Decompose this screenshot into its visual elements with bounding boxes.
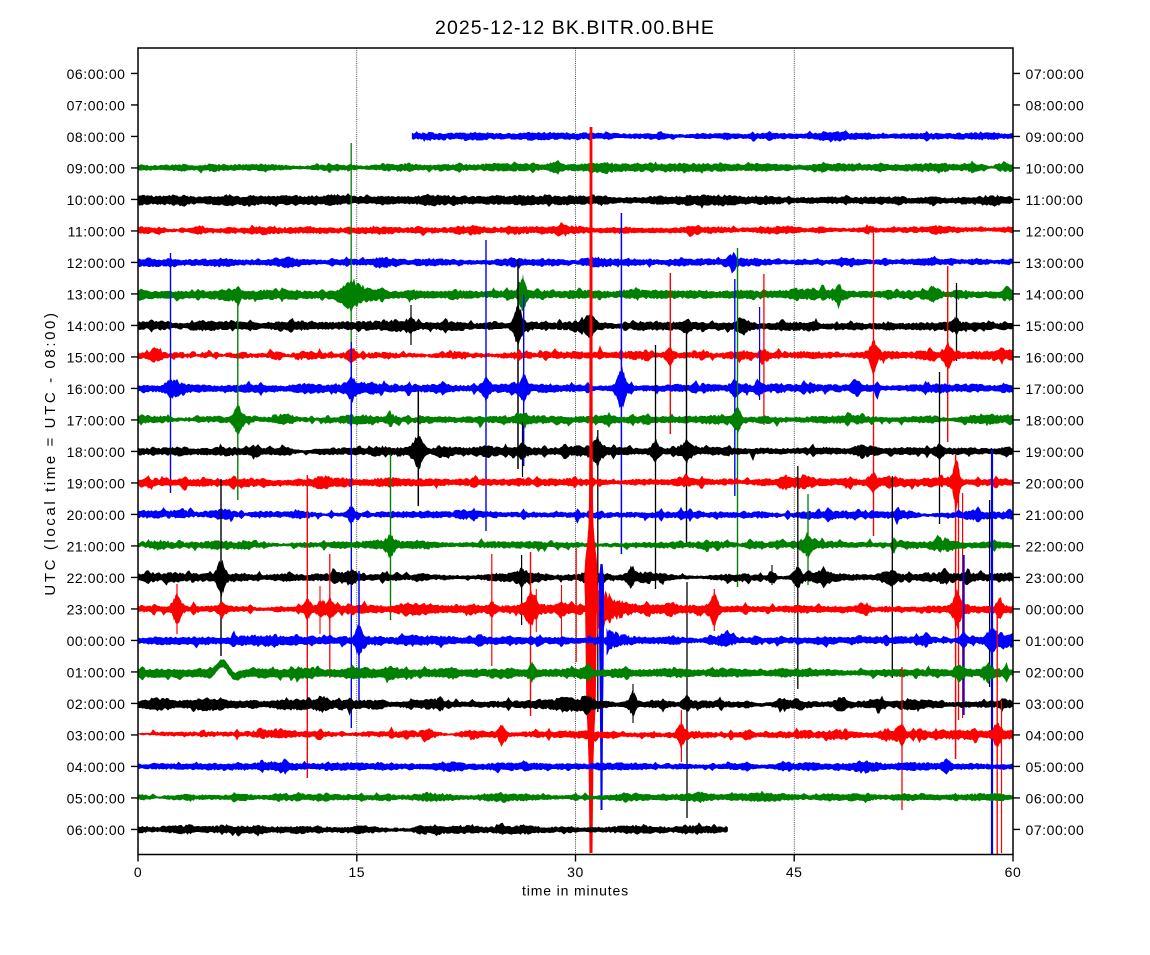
svg-text:02:00:00: 02:00:00: [67, 696, 126, 712]
svg-text:08:00:00: 08:00:00: [1026, 98, 1085, 114]
svg-text:07:00:00: 07:00:00: [1026, 822, 1085, 838]
svg-text:13:00:00: 13:00:00: [67, 287, 126, 303]
svg-text:05:00:00: 05:00:00: [67, 791, 126, 807]
svg-text:10:00:00: 10:00:00: [1026, 161, 1085, 177]
svg-text:17:00:00: 17:00:00: [1026, 381, 1085, 397]
svg-text:01:00:00: 01:00:00: [1026, 633, 1085, 649]
svg-text:60: 60: [1005, 864, 1022, 880]
svg-text:20:00:00: 20:00:00: [67, 507, 126, 523]
svg-text:17:00:00: 17:00:00: [67, 413, 126, 429]
svg-text:06:00:00: 06:00:00: [1026, 791, 1085, 807]
svg-text:11:00:00: 11:00:00: [1026, 192, 1084, 208]
svg-text:06:00:00: 06:00:00: [67, 822, 126, 838]
svg-text:13:00:00: 13:00:00: [1026, 255, 1085, 271]
svg-text:09:00:00: 09:00:00: [67, 161, 126, 177]
svg-text:14:00:00: 14:00:00: [1026, 287, 1085, 303]
svg-text:02:00:00: 02:00:00: [1026, 665, 1085, 681]
svg-text:03:00:00: 03:00:00: [67, 728, 126, 744]
svg-text:15:00:00: 15:00:00: [67, 350, 126, 366]
svg-text:14:00:00: 14:00:00: [67, 318, 126, 334]
svg-text:21:00:00: 21:00:00: [1026, 507, 1085, 523]
svg-text:19:00:00: 19:00:00: [1026, 444, 1085, 460]
svg-text:18:00:00: 18:00:00: [67, 444, 126, 460]
svg-text:45: 45: [786, 864, 803, 880]
svg-text:07:00:00: 07:00:00: [1026, 66, 1085, 82]
svg-text:20:00:00: 20:00:00: [1026, 476, 1085, 492]
svg-text:15: 15: [348, 864, 365, 880]
svg-text:10:00:00: 10:00:00: [67, 192, 126, 208]
svg-text:16:00:00: 16:00:00: [67, 381, 126, 397]
svg-text:22:00:00: 22:00:00: [1026, 539, 1085, 555]
svg-text:04:00:00: 04:00:00: [1026, 728, 1085, 744]
svg-text:01:00:00: 01:00:00: [67, 665, 126, 681]
svg-text:22:00:00: 22:00:00: [67, 570, 126, 586]
svg-text:09:00:00: 09:00:00: [1026, 129, 1085, 145]
svg-text:2025-12-12 BK.BITR.00.BHE: 2025-12-12 BK.BITR.00.BHE: [435, 17, 715, 39]
svg-text:07:00:00: 07:00:00: [67, 98, 126, 114]
svg-text:16:00:00: 16:00:00: [1026, 350, 1085, 366]
svg-text:time in minutes: time in minutes: [522, 883, 629, 899]
svg-text:12:00:00: 12:00:00: [67, 255, 126, 271]
svg-text:0: 0: [134, 864, 142, 880]
svg-text:05:00:00: 05:00:00: [1026, 759, 1085, 775]
svg-text:04:00:00: 04:00:00: [67, 759, 126, 775]
svg-text:06:00:00: 06:00:00: [67, 66, 126, 82]
svg-text:23:00:00: 23:00:00: [1026, 570, 1085, 586]
svg-text:30: 30: [567, 864, 584, 880]
svg-text:03:00:00: 03:00:00: [1026, 696, 1085, 712]
svg-text:23:00:00: 23:00:00: [67, 602, 126, 618]
svg-text:11:00:00: 11:00:00: [68, 224, 126, 240]
svg-text:UTC (local time = UTC - 08:00): UTC (local time = UTC - 08:00): [42, 310, 59, 595]
svg-text:00:00:00: 00:00:00: [67, 633, 126, 649]
svg-text:08:00:00: 08:00:00: [67, 129, 126, 145]
svg-text:19:00:00: 19:00:00: [67, 476, 126, 492]
svg-text:18:00:00: 18:00:00: [1026, 413, 1085, 429]
svg-text:12:00:00: 12:00:00: [1026, 224, 1085, 240]
svg-text:15:00:00: 15:00:00: [1026, 318, 1085, 334]
svg-text:00:00:00: 00:00:00: [1026, 602, 1085, 618]
svg-text:21:00:00: 21:00:00: [67, 539, 126, 555]
